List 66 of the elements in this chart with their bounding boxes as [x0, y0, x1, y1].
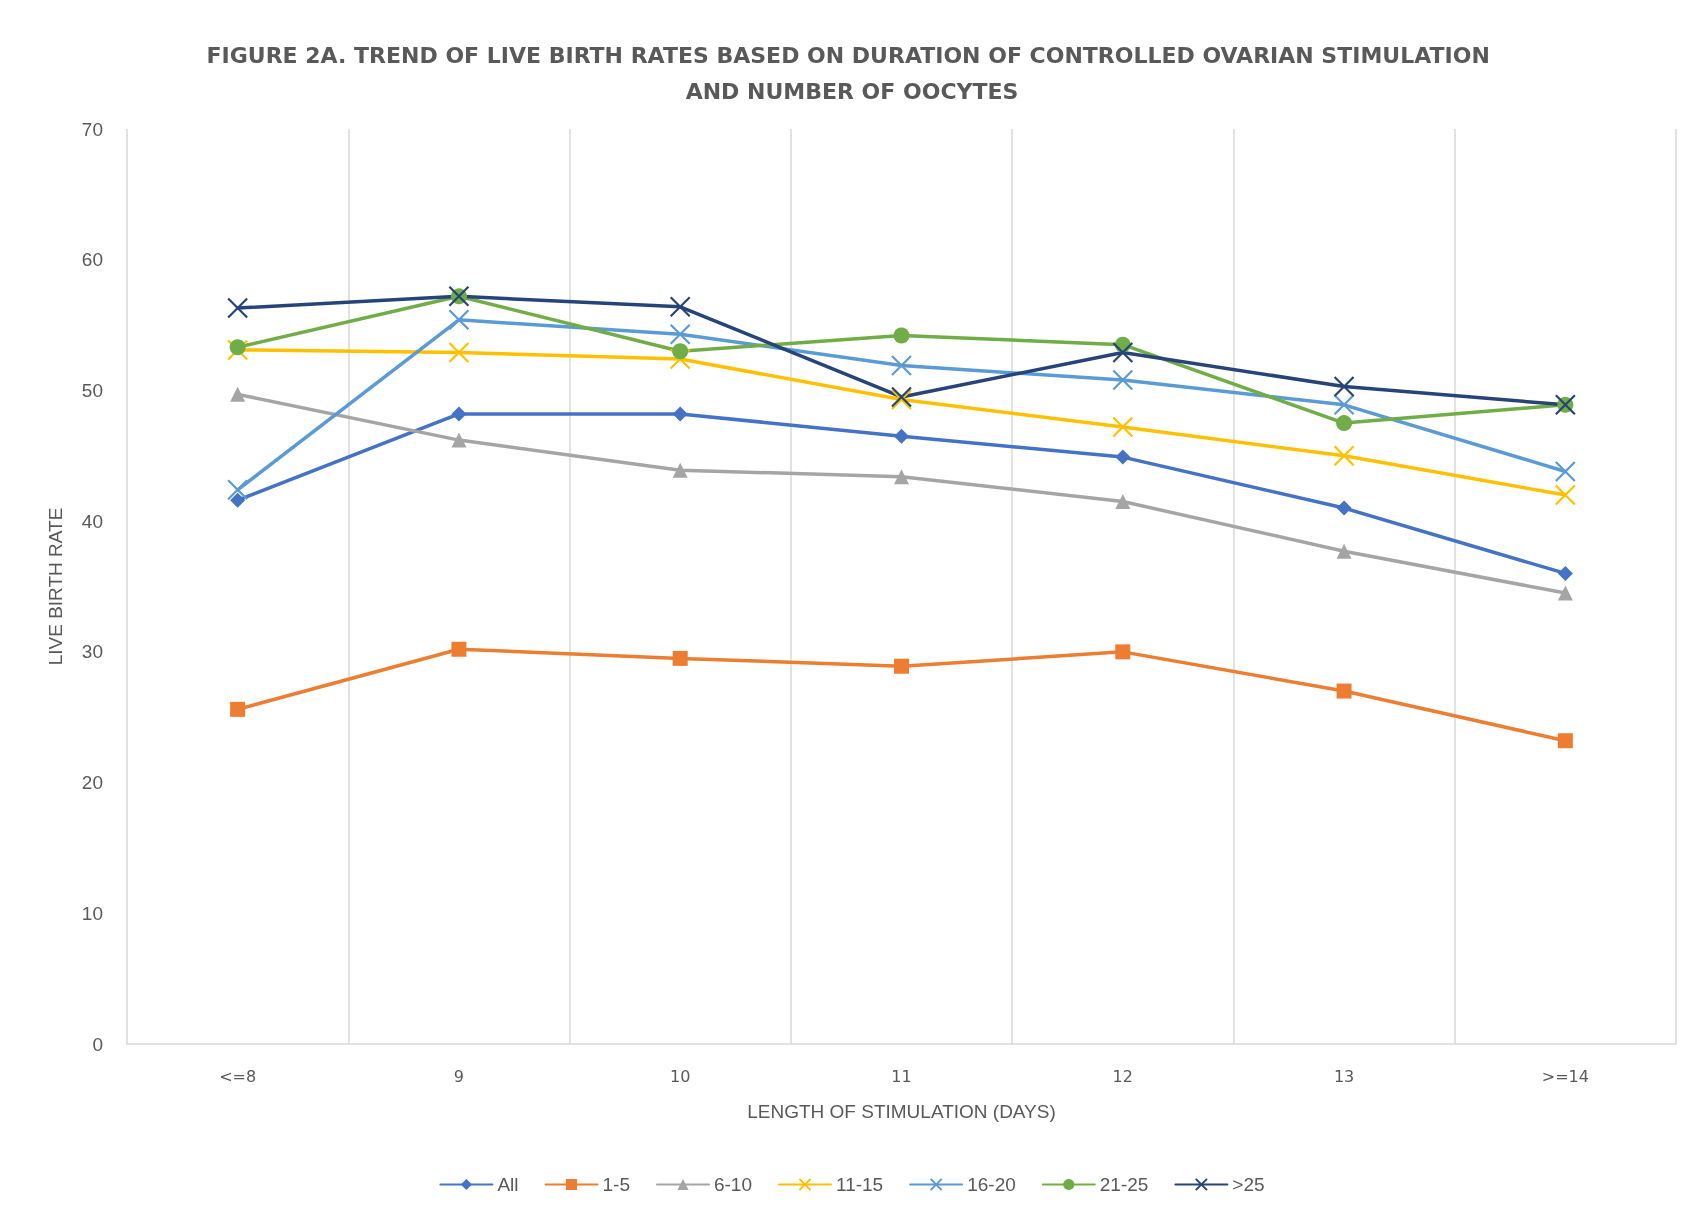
- point: [451, 432, 467, 448]
- point: [1336, 543, 1352, 559]
- x-tick-label: 12: [1112, 1066, 1133, 1086]
- point: [893, 327, 910, 344]
- point: [1115, 644, 1131, 660]
- legend-label: 11-15: [836, 1174, 884, 1195]
- y-tick-label: 30: [81, 641, 103, 663]
- y-axis-title: LIVE BIRTH RATE: [45, 507, 66, 666]
- point: [894, 469, 909, 485]
- y-tick-label: 10: [81, 902, 103, 924]
- point: [672, 462, 688, 478]
- y-tick-label: 20: [81, 772, 103, 794]
- point: [672, 343, 689, 360]
- point: [1557, 733, 1573, 749]
- point: [894, 658, 909, 674]
- legend-label: >25: [1232, 1174, 1265, 1195]
- point: [672, 406, 688, 422]
- legend-label: 6-10: [713, 1174, 752, 1195]
- x-tick-label: 10: [670, 1066, 691, 1086]
- y-tick-label: 70: [81, 118, 103, 140]
- point: [229, 339, 246, 356]
- point: [1333, 375, 1355, 398]
- point: [1333, 445, 1355, 467]
- point: [230, 386, 246, 402]
- legend-label: 1-5: [602, 1174, 630, 1195]
- legend-label: 16-20: [967, 1174, 1016, 1195]
- point: [1336, 500, 1352, 516]
- point: [227, 479, 249, 501]
- point: [1115, 494, 1131, 510]
- point: [1554, 484, 1576, 506]
- x-tick-label: 9: [453, 1066, 465, 1086]
- x-axis-title: LENGTH OF STIMULATION (DAYS): [747, 1101, 1056, 1122]
- legend-label: 21-25: [1099, 1174, 1149, 1195]
- point: [448, 341, 470, 364]
- chart-title: FIGURE 2A. TREND OF LIVE BIRTH RATES BASED ON DURATION OF CONTROLLED OVARIAN STIMULATION AND NUMBER OF OOCYTES: [206, 42, 1498, 104]
- point: [669, 323, 691, 345]
- point: [451, 406, 467, 422]
- legend-label: All: [497, 1174, 519, 1195]
- y-tick-label: 50: [81, 379, 103, 401]
- point: [1557, 565, 1573, 581]
- x-tick-label: 13: [1333, 1066, 1355, 1086]
- point: [1554, 460, 1576, 483]
- y-tick-label: 0: [92, 1033, 103, 1055]
- point: [451, 641, 467, 657]
- point: [1115, 449, 1131, 465]
- x-tick-label: 11: [891, 1066, 912, 1086]
- point: [230, 492, 246, 508]
- point: [669, 348, 691, 370]
- y-tick-label: 40: [81, 510, 103, 532]
- point: [672, 650, 688, 666]
- point: [227, 297, 249, 319]
- point: [1336, 683, 1352, 699]
- x-tick-label: >=14: [1541, 1066, 1589, 1086]
- point: [1336, 415, 1353, 432]
- point: [1112, 341, 1134, 364]
- point: [890, 354, 913, 377]
- x-tick-label: <=8: [219, 1066, 257, 1086]
- point: [448, 309, 470, 331]
- y-tick-label: 60: [81, 249, 103, 271]
- point: [669, 296, 691, 318]
- point: [1112, 369, 1134, 391]
- point: [1112, 416, 1134, 438]
- point: [1557, 585, 1573, 601]
- point: [894, 428, 909, 444]
- point: [1333, 394, 1355, 416]
- point: [230, 701, 246, 717]
